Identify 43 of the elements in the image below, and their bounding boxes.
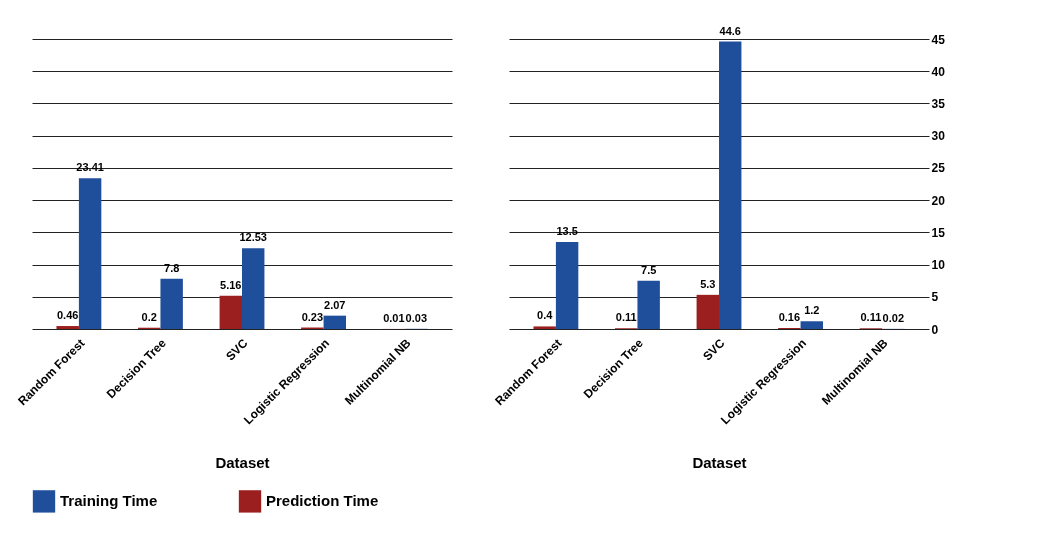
data-label: 0.16 bbox=[778, 310, 801, 323]
legend-label: Training Time bbox=[60, 492, 158, 510]
y-tick-label: 30 bbox=[931, 129, 946, 144]
bar bbox=[800, 321, 823, 329]
data-label: 0.46 bbox=[56, 309, 79, 322]
data-label: 0.4 bbox=[537, 309, 554, 322]
data-label: 0.2 bbox=[141, 310, 157, 323]
y-tick-label: 5 bbox=[931, 290, 939, 305]
data-label: 12.53 bbox=[239, 231, 267, 244]
y-tick-label: 40 bbox=[931, 64, 946, 79]
bar bbox=[719, 41, 742, 329]
bar bbox=[637, 280, 660, 329]
y-tick-label: 0 bbox=[931, 322, 939, 337]
x-axis-title: Dataset bbox=[692, 454, 747, 472]
bar bbox=[56, 326, 79, 329]
bar bbox=[696, 294, 719, 329]
bar bbox=[242, 248, 265, 329]
y-tick-label: 45 bbox=[931, 32, 946, 47]
y-tick-label: 10 bbox=[931, 258, 946, 273]
bar bbox=[160, 278, 183, 329]
data-label: 2.07 bbox=[324, 298, 346, 311]
bar bbox=[533, 326, 556, 329]
data-label: 0.11 bbox=[615, 311, 637, 324]
data-label: 0.03 bbox=[405, 311, 428, 324]
x-axis-title: Dataset bbox=[215, 454, 270, 472]
data-label: 5.16 bbox=[220, 278, 242, 291]
y-tick-label: 25 bbox=[931, 161, 946, 176]
y-tick-label: 20 bbox=[931, 193, 946, 208]
y-tick-label: 35 bbox=[931, 96, 946, 111]
data-label: 44.6 bbox=[719, 24, 741, 37]
data-label: 7.5 bbox=[641, 263, 657, 276]
data-label: 0.02 bbox=[882, 311, 905, 324]
bar bbox=[219, 295, 242, 329]
data-label: 5.3 bbox=[700, 277, 716, 290]
data-label: 1.2 bbox=[804, 304, 820, 317]
bar bbox=[323, 315, 346, 329]
data-label: 0.23 bbox=[301, 310, 324, 323]
y-tick-label: 15 bbox=[931, 225, 946, 240]
data-label: 0.11 bbox=[860, 311, 882, 324]
data-label: 0.01 bbox=[383, 311, 405, 324]
bar bbox=[78, 178, 102, 329]
legend-label: Prediction Time bbox=[266, 492, 379, 510]
bar bbox=[555, 242, 579, 329]
